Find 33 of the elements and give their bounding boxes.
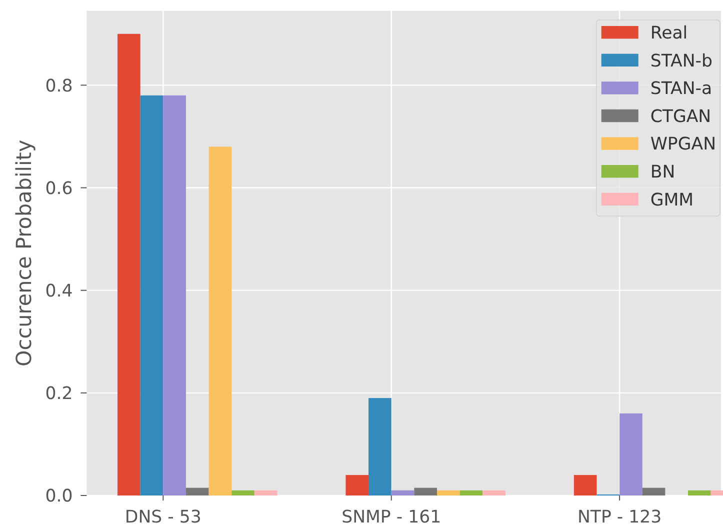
bar xyxy=(460,490,483,496)
bar xyxy=(391,490,414,496)
legend-label: STAN-a xyxy=(650,79,712,100)
bar xyxy=(163,95,186,496)
legend-label: STAN-b xyxy=(650,51,713,72)
bar xyxy=(186,488,209,496)
legend-label: CTGAN xyxy=(650,106,712,127)
y-tick-label: 0.4 xyxy=(45,282,73,302)
legend-label: Real xyxy=(650,24,688,44)
bar xyxy=(346,474,369,496)
bar xyxy=(414,488,437,496)
bar xyxy=(232,490,254,496)
bar xyxy=(482,490,506,496)
x-tick-label: DNS - 53 xyxy=(124,508,202,527)
legend-label: WPGAN xyxy=(650,134,716,155)
legend-label: BN xyxy=(650,162,676,183)
x-tick-label: NTP - 123 xyxy=(577,508,662,527)
bar xyxy=(254,490,278,496)
bar xyxy=(574,474,597,496)
y-tick-label: 0.6 xyxy=(45,178,73,199)
bar xyxy=(208,146,232,496)
y-axis-title: Occurence Probability xyxy=(12,140,36,367)
bar xyxy=(368,398,392,496)
bar xyxy=(140,95,164,496)
y-tick-label: 0.0 xyxy=(45,486,73,507)
bar xyxy=(118,34,140,496)
bar xyxy=(436,490,460,496)
legend-label: GMM xyxy=(650,190,694,210)
bar xyxy=(642,488,666,496)
bar xyxy=(620,413,642,496)
y-tick-label: 0.2 xyxy=(45,384,73,404)
x-tick-label: SNMP - 161 xyxy=(342,508,442,527)
y-tick-label: 0.8 xyxy=(45,76,73,96)
